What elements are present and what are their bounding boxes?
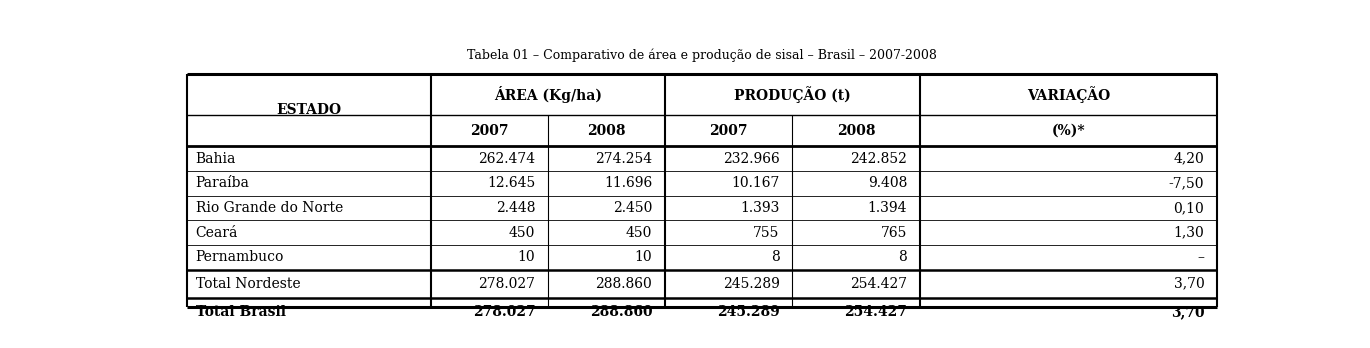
Text: 9.408: 9.408 bbox=[867, 176, 907, 190]
Text: 11.696: 11.696 bbox=[604, 176, 652, 190]
Text: Tabela 01 – Comparativo de área e produção de sisal – Brasil – 2007-2008: Tabela 01 – Comparativo de área e produç… bbox=[467, 48, 937, 62]
Text: 0,10: 0,10 bbox=[1174, 201, 1204, 215]
Text: 254.427: 254.427 bbox=[844, 305, 907, 319]
Text: 278.027: 278.027 bbox=[473, 305, 536, 319]
Text: 450: 450 bbox=[510, 226, 536, 239]
Text: 2.450: 2.450 bbox=[612, 201, 652, 215]
Text: –: – bbox=[1197, 250, 1204, 264]
Text: 12.645: 12.645 bbox=[488, 176, 536, 190]
Text: ÁREA (Kg/ha): ÁREA (Kg/ha) bbox=[495, 86, 603, 103]
Text: 274.254: 274.254 bbox=[595, 152, 652, 166]
Text: PRODUÇÃO (t): PRODUÇÃO (t) bbox=[734, 86, 851, 103]
Text: 245.289: 245.289 bbox=[717, 305, 780, 319]
Text: 1,30: 1,30 bbox=[1174, 226, 1204, 239]
Text: 288.860: 288.860 bbox=[596, 277, 652, 291]
Text: 2.448: 2.448 bbox=[496, 201, 536, 215]
Text: Paraíba: Paraíba bbox=[196, 176, 249, 190]
Text: 3,70: 3,70 bbox=[1174, 277, 1204, 291]
Text: 755: 755 bbox=[754, 226, 780, 239]
Text: ESTADO: ESTADO bbox=[277, 103, 342, 117]
Text: (%)*: (%)* bbox=[1052, 124, 1085, 138]
Text: 450: 450 bbox=[626, 226, 652, 239]
Text: Total Brasil: Total Brasil bbox=[196, 305, 286, 319]
Text: 245.289: 245.289 bbox=[723, 277, 780, 291]
Text: Ceará: Ceará bbox=[196, 226, 238, 239]
Text: 765: 765 bbox=[881, 226, 907, 239]
Text: VARIAÇÃO: VARIAÇÃO bbox=[1026, 86, 1110, 103]
Text: 288.860: 288.860 bbox=[589, 305, 652, 319]
Text: 1.394: 1.394 bbox=[867, 201, 907, 215]
Text: Rio Grande do Norte: Rio Grande do Norte bbox=[196, 201, 342, 215]
Text: 10: 10 bbox=[634, 250, 652, 264]
Text: 4,20: 4,20 bbox=[1174, 152, 1204, 166]
Text: -7,50: -7,50 bbox=[1169, 176, 1204, 190]
Text: 8: 8 bbox=[899, 250, 907, 264]
Text: 2008: 2008 bbox=[588, 124, 626, 138]
Text: 242.852: 242.852 bbox=[851, 152, 907, 166]
Text: 10.167: 10.167 bbox=[732, 176, 780, 190]
Text: Total Nordeste: Total Nordeste bbox=[196, 277, 300, 291]
Text: 8: 8 bbox=[771, 250, 780, 264]
Text: Bahia: Bahia bbox=[196, 152, 236, 166]
Text: 2008: 2008 bbox=[837, 124, 875, 138]
Text: 254.427: 254.427 bbox=[849, 277, 907, 291]
Text: 278.027: 278.027 bbox=[478, 277, 536, 291]
Text: 2007: 2007 bbox=[470, 124, 510, 138]
Text: 262.474: 262.474 bbox=[478, 152, 536, 166]
Text: 1.393: 1.393 bbox=[740, 201, 780, 215]
Text: 10: 10 bbox=[518, 250, 536, 264]
Text: 3,70: 3,70 bbox=[1171, 305, 1204, 319]
Text: 2007: 2007 bbox=[710, 124, 748, 138]
Text: Pernambuco: Pernambuco bbox=[196, 250, 284, 264]
Text: 232.966: 232.966 bbox=[723, 152, 780, 166]
